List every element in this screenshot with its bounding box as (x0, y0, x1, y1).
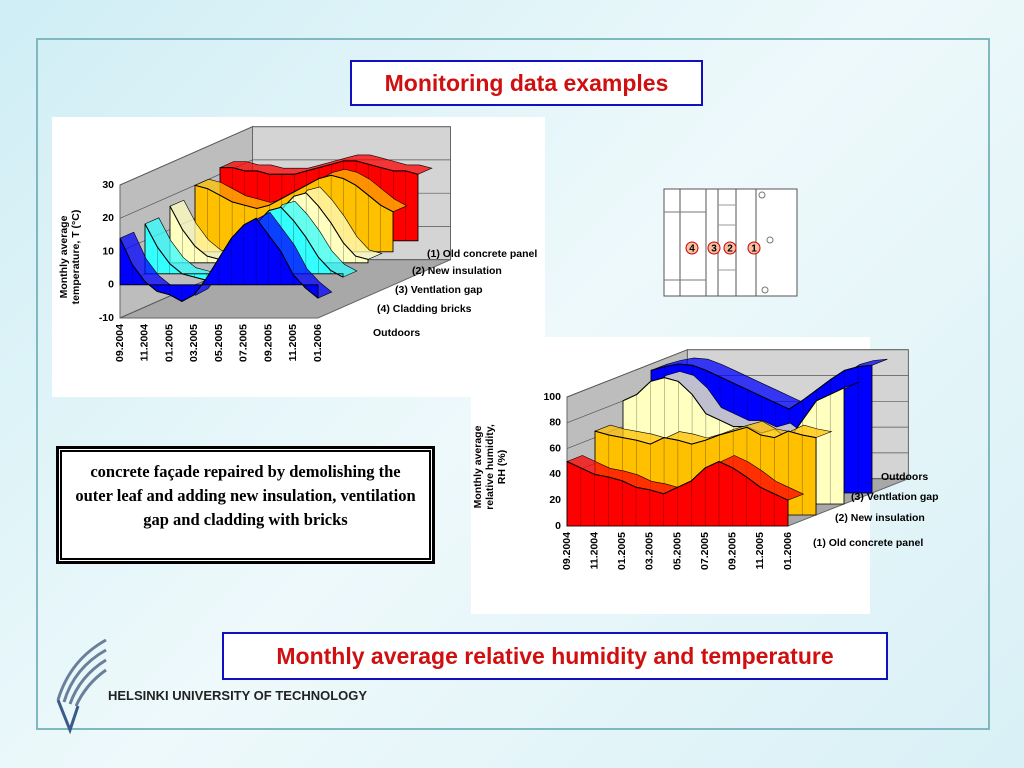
y-tick-label: 0 (555, 520, 561, 532)
legend-label: (3) Ventlation gap (395, 284, 483, 296)
grid-line (566, 349, 909, 398)
caption: Monthly average relative humidity and te… (222, 632, 888, 680)
y-tick-label: 0 (108, 279, 114, 291)
x-tick-label: 07.2005 (238, 324, 250, 362)
x-tick-label: 01.2005 (163, 324, 175, 362)
x-tick-label: 11.2004 (588, 532, 600, 570)
x-tick-label: 11.2005 (754, 532, 766, 570)
series-line (650, 363, 873, 410)
sensor-label: 4 (689, 244, 695, 255)
series-line (194, 174, 394, 213)
sensor-label: 1 (751, 244, 757, 255)
x-tick-label: 01.2005 (616, 532, 628, 570)
x-tick-label: 05.2005 (671, 532, 683, 570)
y-tick-label: -10 (99, 312, 114, 324)
x-tick-label: 03.2005 (188, 324, 200, 362)
series-line (119, 217, 319, 302)
x-tick-label: 11.2005 (287, 324, 299, 362)
legend-label: (3) Ventlation gap (851, 491, 939, 503)
y-tick-label: 20 (549, 494, 561, 506)
y-axis-title: RH (%) (496, 450, 508, 484)
legend-label: (1) Old concrete panel (813, 537, 923, 549)
legend-label: Outdoors (373, 327, 420, 339)
y-axis-title: relative humidity, (484, 424, 496, 510)
legend-label: (2) New insulation (835, 512, 925, 524)
y-tick-label: 100 (543, 391, 561, 403)
frame (36, 38, 990, 730)
series-line (220, 160, 419, 175)
sensor-label: 3 (711, 244, 717, 255)
x-tick-label: 07.2005 (699, 532, 711, 570)
note-text: concrete façade repaired by demolishing … (56, 446, 435, 564)
x-tick-label: 01.2006 (312, 324, 324, 362)
y-tick-label: 60 (549, 442, 561, 454)
logo (56, 638, 107, 735)
x-tick-label: 09.2005 (262, 324, 274, 362)
sensor-label: 2 (727, 244, 733, 255)
y-axis-title: Monthly average (472, 425, 484, 508)
x-tick-label: 05.2005 (213, 324, 225, 362)
y-tick-label: 80 (549, 417, 561, 429)
y-tick-label: 30 (102, 179, 114, 191)
x-tick-label: 03.2005 (644, 532, 656, 570)
series-line (566, 460, 789, 501)
y-tick-label: 20 (102, 212, 114, 224)
series-line (594, 426, 817, 445)
y-tick-label: 10 (102, 245, 114, 257)
y-tick-label: 40 (549, 468, 561, 480)
series-line (622, 377, 845, 441)
footer: HELSINKI UNIVERSITY OF TECHNOLOGY (108, 688, 368, 703)
slide-title: Monitoring data examples (350, 60, 703, 106)
y-axis-title: Monthly average (58, 215, 70, 298)
y-axis-title: temperature, T (°C) (70, 210, 82, 305)
legend-label: (2) New insulation (412, 265, 502, 277)
grid-line (119, 126, 451, 186)
x-tick-label: 09.2004 (561, 532, 573, 570)
x-tick-label: 09.2005 (727, 532, 739, 570)
x-tick-label: 11.2004 (139, 324, 151, 362)
x-tick-label: 09.2004 (114, 324, 126, 362)
legend-label: Outdoors (881, 471, 928, 483)
wall-diagram: 4 3 2 1 (663, 188, 798, 297)
legend-label: (4) Cladding bricks (377, 303, 472, 315)
x-tick-label: 01.2006 (782, 532, 794, 570)
legend-label: (1) Old concrete panel (427, 248, 537, 260)
